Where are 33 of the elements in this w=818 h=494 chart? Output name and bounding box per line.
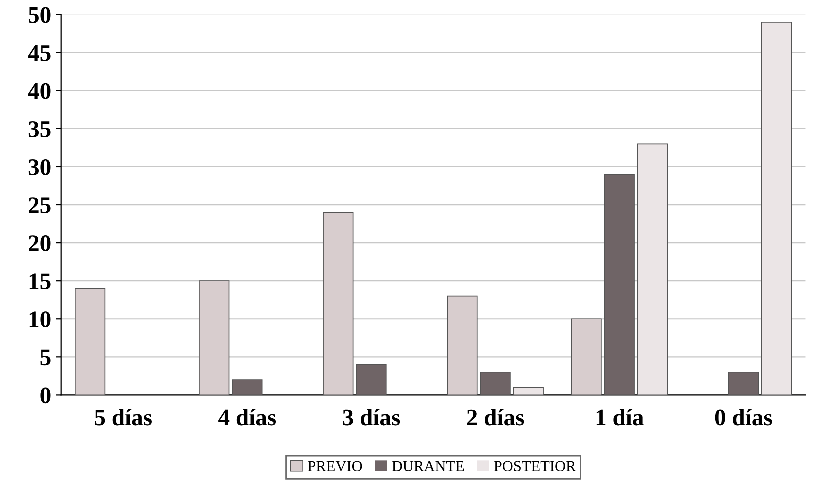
y-tick-label: 40	[28, 83, 51, 100]
legend-label: PREVIO	[308, 461, 362, 472]
y-tick-label: 10	[30, 312, 51, 328]
bar	[480, 372, 511, 396]
y-tick-label: 20	[29, 236, 51, 252]
bar	[571, 318, 602, 396]
legend-label: DURANTE	[392, 461, 464, 472]
y-tick-label: 45	[28, 46, 51, 62]
bar	[728, 372, 760, 396]
bar	[199, 280, 230, 396]
bar	[232, 380, 263, 396]
bar	[513, 387, 544, 396]
x-tick-label: 4 días	[218, 409, 276, 426]
y-tick-label: 5	[40, 350, 51, 366]
y-tick-label: 15	[30, 274, 51, 290]
bar	[323, 212, 354, 396]
bar	[74, 288, 106, 396]
y-tick-label: 25	[29, 198, 51, 214]
bar	[637, 144, 668, 396]
legend-label: POSTETIOR	[494, 461, 576, 472]
x-tick-label: 5 días	[95, 409, 152, 426]
x-tick-label: 3 días	[343, 409, 400, 426]
y-tick-label: 35	[28, 121, 51, 138]
bar	[356, 364, 387, 396]
y-tick-label: 50	[28, 7, 51, 24]
x-tick-label: 0 días	[715, 409, 772, 426]
y-tick-label: 30	[28, 159, 51, 176]
bar	[761, 22, 792, 396]
bar	[447, 296, 478, 396]
bar	[604, 174, 635, 396]
x-tick-label: 1 día	[596, 409, 644, 426]
y-tick-label: 0	[40, 388, 51, 404]
x-tick-label: 2 días	[467, 409, 524, 426]
